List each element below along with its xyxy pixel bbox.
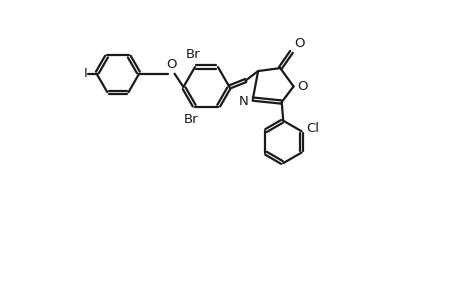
Text: O: O	[298, 80, 308, 93]
Text: O: O	[166, 58, 176, 71]
Text: O: O	[294, 37, 304, 49]
Text: Br: Br	[184, 114, 199, 126]
Text: N: N	[239, 95, 249, 108]
Text: Cl: Cl	[306, 122, 319, 135]
Text: I: I	[84, 67, 88, 80]
Text: Br: Br	[186, 48, 201, 60]
